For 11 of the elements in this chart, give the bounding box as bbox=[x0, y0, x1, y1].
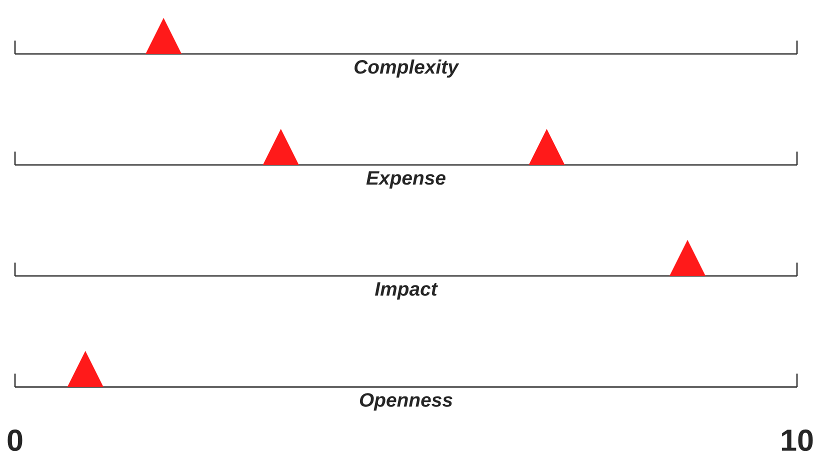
x-tick-label: 0 bbox=[8, 429, 22, 451]
y-tick-label: Complexity bbox=[354, 60, 460, 78]
x-tick-label: 10 bbox=[782, 429, 813, 451]
point bbox=[669, 240, 706, 276]
y-tick-label: Impact bbox=[375, 282, 438, 300]
point bbox=[262, 128, 299, 165]
point bbox=[146, 18, 182, 54]
y-tick-label: Expense bbox=[366, 171, 446, 189]
point bbox=[67, 350, 104, 387]
y-tick-label: Openness bbox=[360, 393, 452, 411]
point bbox=[528, 128, 565, 165]
